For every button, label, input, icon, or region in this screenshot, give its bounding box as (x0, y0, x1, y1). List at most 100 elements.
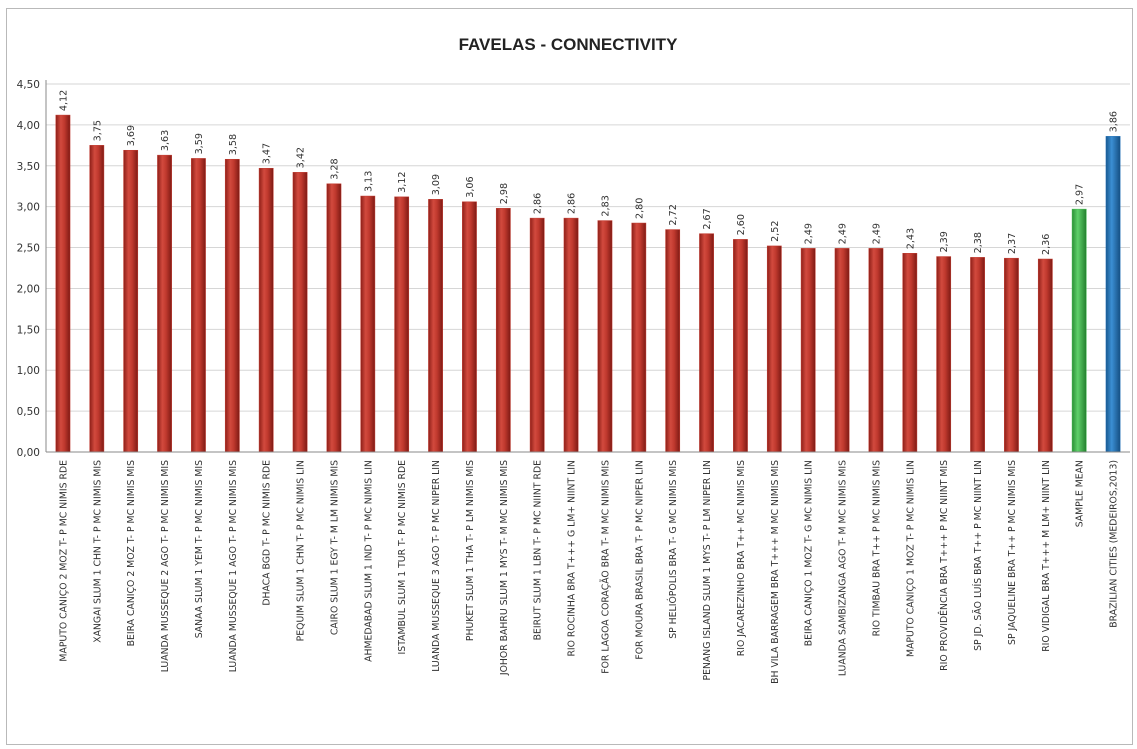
x-tick-label: LUANDA MUSSEQUE 1 AGO T- P MC NIMIS MIS (228, 460, 239, 672)
bar (224, 158, 240, 453)
bar (495, 208, 511, 453)
data-label: 2,49 (804, 223, 815, 244)
bar (89, 145, 105, 453)
bar (55, 114, 71, 453)
y-tick-label: 1,50 (17, 324, 40, 336)
data-label: 3,13 (363, 171, 374, 192)
x-tick-label: RIO PROVIDÊNCIA BRA T+++ P MC NIINT MIS (938, 460, 950, 671)
bar (699, 233, 714, 453)
bar (326, 183, 342, 453)
data-label: 3,59 (194, 133, 205, 154)
x-tick-label: RIO JACAREZINHO BRA T++ MC NIMIS MIS (736, 460, 747, 656)
x-tick-label: MAPUTO CANIÇO 1 MOZ T- P MC NIMIS LIN (905, 460, 916, 657)
bar (733, 239, 748, 453)
data-label: 3,69 (126, 125, 137, 146)
data-label: 3,12 (397, 171, 408, 192)
bar (123, 149, 139, 453)
y-tick-label: 3,50 (17, 161, 40, 173)
y-tick-label: 0,00 (17, 447, 40, 459)
chart-title: FAVELAS - CONNECTIVITY (459, 35, 678, 54)
x-axis-labels: MAPUTO CANIÇO 2 MOZ T- P MC NIMIS RDE XAN… (58, 460, 1119, 684)
y-tick-label: 0,50 (17, 406, 40, 418)
x-tick-label: RIO ROCINHA BRA T+++ G LM+ NIINT LIN (567, 460, 578, 657)
data-label: 2,86 (567, 193, 578, 214)
bar (665, 229, 681, 453)
x-tick-label: LUANDA MUSSEQUE 3 AGO T- P MC NIPER LIN (431, 460, 442, 672)
bar (800, 248, 816, 453)
data-label: 4,12 (58, 90, 69, 111)
data-label: 3,47 (262, 143, 273, 164)
data-label: 3,58 (228, 134, 239, 155)
data-label: 2,39 (939, 231, 950, 252)
x-tick-label: JOHOR BAHRU SLUM 1 MYS T- M MC NIMIS MIS (499, 460, 510, 676)
bar (292, 172, 308, 453)
x-tick-label: BEIRA CANIÇO 2 MOZ T- P MC NIMIS MIS (126, 460, 137, 646)
data-label: 2,52 (770, 221, 781, 242)
x-tick-label: BEIRUT SLUM 1 LBN T- P MC NIINT RDE (533, 460, 544, 640)
x-tick-label: BEIRA CANIÇO 1 MOZ T- G MC NIMIS LIN (804, 460, 815, 646)
y-tick-label: 4,50 (17, 79, 40, 91)
bar (529, 217, 545, 453)
x-tick-label: PEQUIM SLUM 1 CHN T- P MC NIMIS LIN (296, 460, 307, 641)
x-tick-label: SP HELIÓPOLIS BRA T- G MC NIMIS MIS (667, 460, 679, 639)
data-label: 3,42 (296, 147, 307, 168)
x-tick-label: LUANDA MUSSEQUE 2 AGO T- P MC NIMIS MIS (160, 460, 171, 672)
data-label: 2,38 (973, 232, 984, 253)
bar (936, 256, 952, 453)
x-tick-label: RIO TIMBAU BRA T++ P MC NIMIS MIS (871, 460, 882, 637)
data-label: 2,80 (634, 198, 645, 219)
bar (258, 167, 274, 453)
x-tick-label: LUANDA SAMBIZANGA AGO T- M MC NIMIS MIS (838, 460, 849, 676)
data-label: 3,75 (92, 120, 103, 141)
data-label: 2,49 (871, 223, 882, 244)
data-label: 2,98 (499, 183, 510, 204)
y-tick-label: 4,00 (17, 120, 40, 132)
data-label: 2,97 (1075, 184, 1086, 205)
data-label: 2,37 (1007, 233, 1018, 254)
bar (394, 196, 410, 453)
x-tick-label: MAPUTO CANIÇO 2 MOZ T- P MC NIMIS RDE (58, 460, 69, 662)
data-label: 3,28 (329, 158, 340, 179)
bar (766, 245, 782, 453)
y-tick-label: 1,00 (17, 365, 40, 377)
value-labels: 4,12 3,75 3,69 3,63 3,59 3,58 3,47 3,42 3,28 3,13… (58, 90, 1119, 255)
data-label: 2,67 (702, 208, 713, 229)
data-label: 2,36 (1041, 234, 1052, 255)
x-tick-label: PHUKET SLUM 1 THA T- P LM NIMIS MIS (465, 460, 476, 641)
bars (55, 114, 1121, 453)
bar (157, 154, 172, 453)
data-label: 2,86 (533, 193, 544, 214)
bar (1004, 257, 1019, 453)
x-tick-label: FOR MOURA BRASIL BRA T- P MC NIPER LIN (634, 460, 645, 660)
gridlines (46, 83, 1130, 453)
bar (360, 195, 376, 453)
y-axis-ticks: 0,00 0,50 1,00 1,50 2,00 2,50 3,00 3,50 4,00 4,50 (17, 79, 40, 459)
bar (563, 217, 579, 453)
x-tick-label: ISTAMBUL SLUM 1 TUR T- P MC NIMIS RDE (397, 460, 408, 655)
data-label: 3,86 (1109, 111, 1120, 132)
x-tick-label: PENANG ISLAND SLUM 1 MYS T- P LM NIPER L… (702, 460, 713, 681)
x-tick-label: SAMPLE MEAN (1075, 460, 1086, 527)
x-tick-label: FOR LAGOA CORAÇÃO BRA T- M MC NIMIS MIS (600, 460, 611, 674)
x-tick-label: DHACA BGD T- P MC NIMIS RDE (262, 460, 273, 606)
y-tick-label: 2,50 (17, 243, 40, 255)
bar (1105, 136, 1121, 453)
x-tick-label: SP JD. SÃO LUÍS BRA T++ P MC NIINT LIN (972, 460, 984, 651)
bar (428, 199, 443, 453)
x-tick-label: BH VILA BARRAGEM BRA T+++ M MC NIMIS MIS (770, 460, 781, 684)
bar (597, 220, 613, 453)
x-tick-label: SP JAQUELINE BRA T++ P MC NIMIS MIS (1007, 460, 1018, 645)
y-tick-label: 3,00 (17, 202, 40, 214)
x-tick-label: RIO VIDIGAL BRA T+++ M LM+ NIINT LIN (1041, 460, 1052, 652)
bar (868, 248, 884, 453)
bar (462, 201, 477, 453)
x-tick-label: CAIRO SLUM 1 EGY T- M LM NIMIS MIS (329, 460, 340, 635)
data-label: 2,60 (736, 214, 747, 235)
x-tick-label: BRAZILIAN CITIES (MEDEIROS,2013) (1109, 460, 1120, 628)
data-label: 3,63 (160, 130, 171, 151)
bar (631, 222, 647, 453)
data-label: 2,49 (838, 223, 849, 244)
bar (902, 253, 918, 453)
data-label: 2,83 (600, 195, 611, 216)
